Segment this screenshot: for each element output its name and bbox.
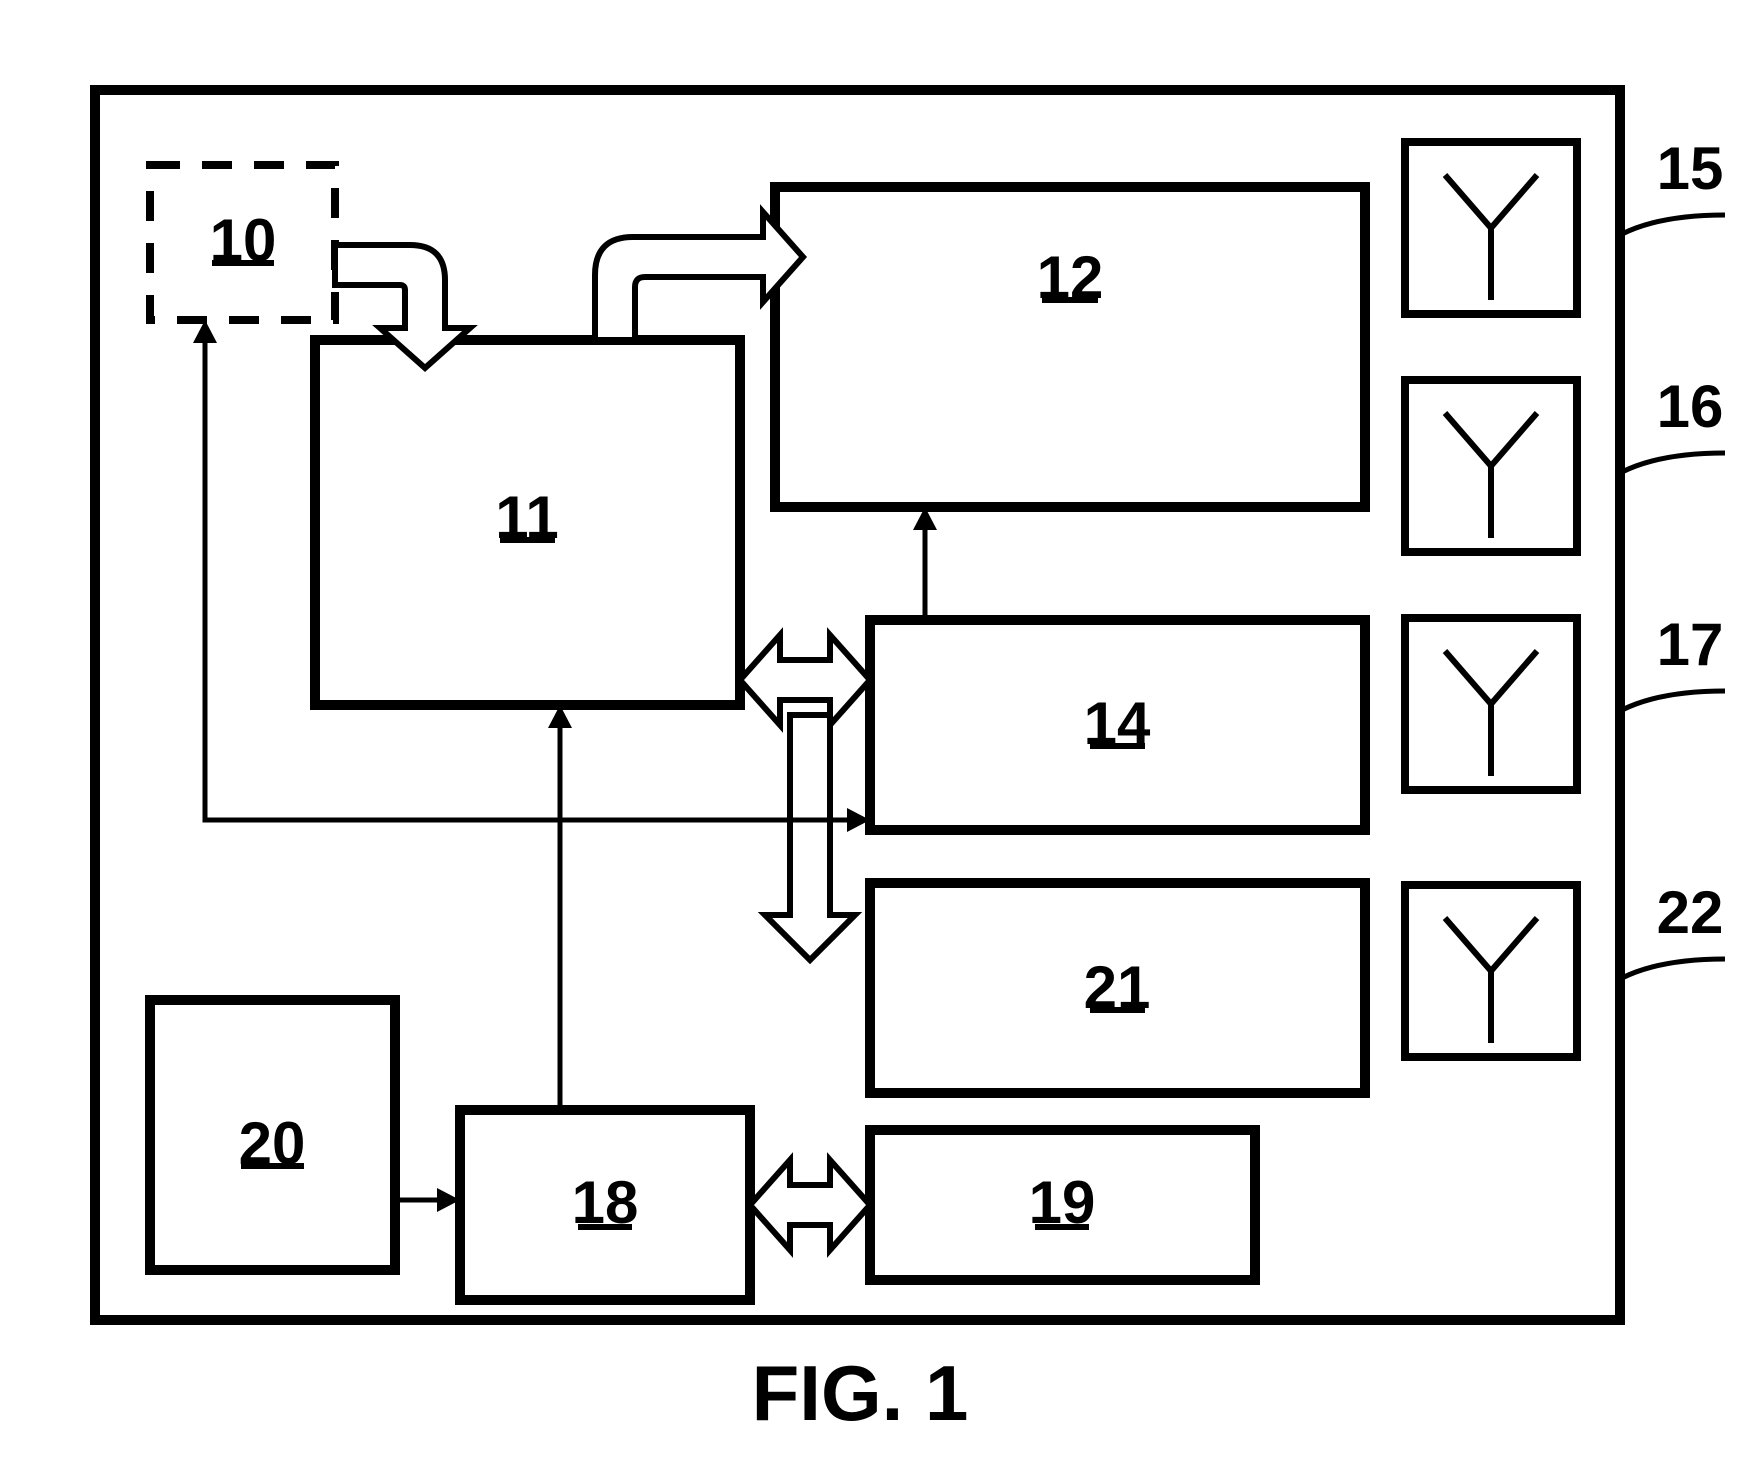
block-21: 21 [870, 883, 1365, 1093]
arrow-12-to-14-thin [913, 507, 937, 620]
block-18-label: 18 [572, 1169, 639, 1236]
antenna-15 [1405, 142, 1577, 314]
leader-22-label: 22 [1657, 879, 1724, 946]
block-19-label: 19 [1029, 1169, 1096, 1236]
block-14-label: 14 [1084, 690, 1151, 757]
block-20-label: 20 [239, 1110, 306, 1177]
block-19: 19 [870, 1130, 1255, 1280]
arrow-11-bi-14 [740, 635, 870, 725]
block-10-label: 10 [210, 207, 277, 274]
block-21-label: 21 [1084, 954, 1151, 1021]
antenna-22 [1405, 885, 1577, 1057]
arrow-down-to-21 [765, 715, 855, 960]
block-10: 10 [150, 165, 335, 320]
antenna-16 [1405, 380, 1577, 552]
block-11-label: 11 [495, 484, 558, 551]
leader-17-label: 17 [1657, 611, 1724, 678]
leader-15: 15 [1622, 135, 1725, 234]
line-18-to-11 [548, 705, 572, 1110]
block-20: 20 [150, 1000, 395, 1270]
leader-22: 22 [1622, 879, 1725, 978]
figure-caption: FIG. 1 [752, 1349, 969, 1437]
block-12: 12 [775, 187, 1365, 507]
block-18: 18 [460, 1110, 750, 1300]
arrow-18-bi-19 [750, 1160, 870, 1250]
leader-16: 16 [1622, 373, 1725, 472]
arrow-20-to-18 [395, 1188, 460, 1212]
block-11: 11 [315, 340, 740, 705]
antenna-17 [1405, 618, 1577, 790]
block-12-label: 12 [1037, 244, 1104, 311]
leader-15-label: 15 [1657, 135, 1724, 202]
leader-17: 17 [1622, 611, 1725, 710]
leader-16-label: 16 [1657, 373, 1724, 440]
block-14: 14 [870, 620, 1365, 830]
